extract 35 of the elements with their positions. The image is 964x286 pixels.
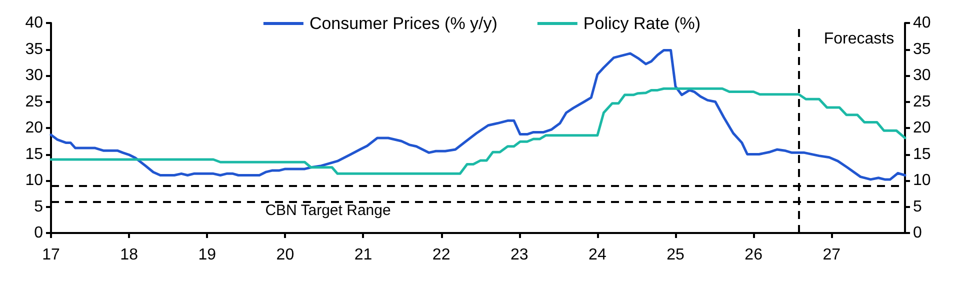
y2-tick-label: 15 [913, 146, 931, 163]
x-tick-label: 23 [510, 246, 528, 264]
y2-tick-label: 30 [913, 67, 931, 84]
y-tick-label: 5 [34, 198, 44, 216]
y-tick-label: 35 [25, 40, 44, 58]
y2-tick-label: 20 [913, 120, 931, 136]
y2-tick-label: 0 [913, 224, 922, 242]
y-tick-label: 25 [25, 93, 44, 110]
y2-tick-label: 25 [913, 93, 931, 110]
y-tick-label: 40 [25, 14, 44, 32]
y-tick-label: 0 [34, 224, 44, 242]
x-tick-label: 17 [42, 246, 60, 264]
y2-tick-label: 10 [913, 172, 931, 189]
y2-tick-label: 35 [913, 40, 931, 58]
x-tick-label: 27 [822, 246, 841, 264]
x-tick-label: 25 [666, 246, 684, 264]
legend-label: Consumer Prices (% y/y) [309, 14, 498, 33]
x-tick-label: 19 [198, 246, 216, 264]
y2-tick-label: 40 [913, 14, 931, 32]
x-tick-label: 21 [354, 246, 372, 264]
line-series [50, 49, 906, 181]
x-tick-label: 20 [276, 246, 294, 264]
y-tick-label: 20 [25, 120, 44, 136]
legend-label: Policy Rate (%) [583, 14, 701, 33]
ref-line-label: CBN Target Range [265, 202, 391, 219]
y-tick-label: 10 [25, 172, 44, 189]
ref-line-label: Forecasts [824, 30, 894, 48]
x-tick-label: 26 [744, 246, 763, 264]
x-tick-label: 22 [432, 246, 450, 264]
y-tick-label: 30 [25, 67, 44, 84]
y2-tick-label: 5 [913, 198, 922, 216]
y-tick-label: 15 [25, 146, 44, 163]
x-tick-label: 24 [588, 246, 606, 264]
x-tick-label: 18 [120, 246, 138, 264]
line-series [50, 87, 906, 175]
